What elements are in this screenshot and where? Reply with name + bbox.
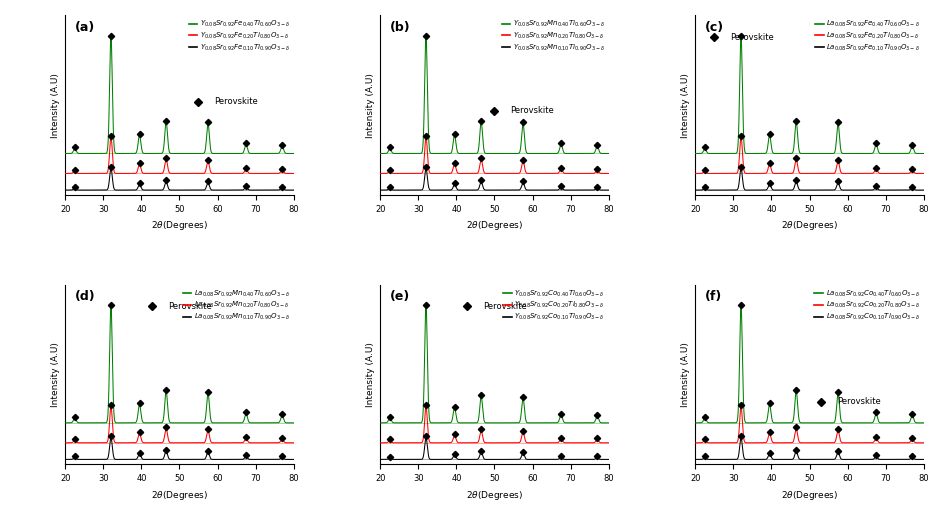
Legend: $La_{0.08}Sr_{0.92}Mn_{0.40}Ti_{0.60}O_{3-\delta}$, $La_{0.08}Sr_{0.92}Mn_{0.20}: $La_{0.08}Sr_{0.92}Mn_{0.40}Ti_{0.60}O_{… xyxy=(181,286,292,325)
X-axis label: 2$\theta$(Degrees): 2$\theta$(Degrees) xyxy=(466,489,523,502)
Text: Perovskite: Perovskite xyxy=(483,302,527,311)
Text: Perovskite: Perovskite xyxy=(214,97,258,106)
Y-axis label: Intensity (A.U): Intensity (A.U) xyxy=(366,73,375,138)
Text: (e): (e) xyxy=(389,290,410,303)
Text: (d): (d) xyxy=(75,290,95,303)
Text: (a): (a) xyxy=(75,21,94,34)
X-axis label: 2$\theta$(Degrees): 2$\theta$(Degrees) xyxy=(781,219,838,232)
Y-axis label: Intensity (A.U): Intensity (A.U) xyxy=(366,342,375,407)
Text: Perovskite: Perovskite xyxy=(168,302,212,311)
X-axis label: 2$\theta$(Degrees): 2$\theta$(Degrees) xyxy=(151,489,208,502)
Legend: $Y_{0.08}Sr_{0.92}Co_{0.40}Ti_{0.60}O_{3-\delta}$, $Y_{0.08}Sr_{0.92}Co_{0.20}Ti: $Y_{0.08}Sr_{0.92}Co_{0.40}Ti_{0.60}O_{3… xyxy=(501,286,607,325)
X-axis label: 2$\theta$(Degrees): 2$\theta$(Degrees) xyxy=(466,219,523,232)
X-axis label: 2$\theta$(Degrees): 2$\theta$(Degrees) xyxy=(151,219,208,232)
Text: Perovskite: Perovskite xyxy=(510,106,554,115)
Y-axis label: Intensity (A.U): Intensity (A.U) xyxy=(681,342,689,407)
Text: (f): (f) xyxy=(704,290,722,303)
Legend: $La_{0.08}Sr_{0.92}Co_{0.40}Ti_{0.60}O_{3-\delta}$, $La_{0.08}Sr_{0.92}Co_{0.20}: $La_{0.08}Sr_{0.92}Co_{0.40}Ti_{0.60}O_{… xyxy=(813,286,923,325)
Y-axis label: Intensity (A.U): Intensity (A.U) xyxy=(50,73,60,138)
Y-axis label: Intensity (A.U): Intensity (A.U) xyxy=(50,342,60,407)
Legend: $Y_{0.08}Sr_{0.92}Mn_{0.40}Ti_{0.60}O_{3-\delta}$, $Y_{0.08}Sr_{0.92}Mn_{0.20}Ti: $Y_{0.08}Sr_{0.92}Mn_{0.40}Ti_{0.60}O_{3… xyxy=(500,17,607,55)
Legend: $Y_{0.08}Sr_{0.92}Fe_{0.40}Ti_{0.60}O_{3-\delta}$, $Y_{0.08}Sr_{0.92}Fe_{0.20}Ti: $Y_{0.08}Sr_{0.92}Fe_{0.40}Ti_{0.60}O_{3… xyxy=(187,17,292,55)
Text: (b): (b) xyxy=(389,21,411,34)
X-axis label: 2$\theta$(Degrees): 2$\theta$(Degrees) xyxy=(781,489,838,502)
Y-axis label: Intensity (A.U): Intensity (A.U) xyxy=(681,73,689,138)
Legend: $La_{0.08}Sr_{0.92}Fe_{0.40}Ti_{0.60}O_{3-\delta}$, $La_{0.08}Sr_{0.92}Fe_{0.20}: $La_{0.08}Sr_{0.92}Fe_{0.40}Ti_{0.60}O_{… xyxy=(814,17,923,55)
Text: (c): (c) xyxy=(704,21,724,34)
Text: Perovskite: Perovskite xyxy=(837,397,881,406)
Text: Perovskite: Perovskite xyxy=(730,33,773,41)
